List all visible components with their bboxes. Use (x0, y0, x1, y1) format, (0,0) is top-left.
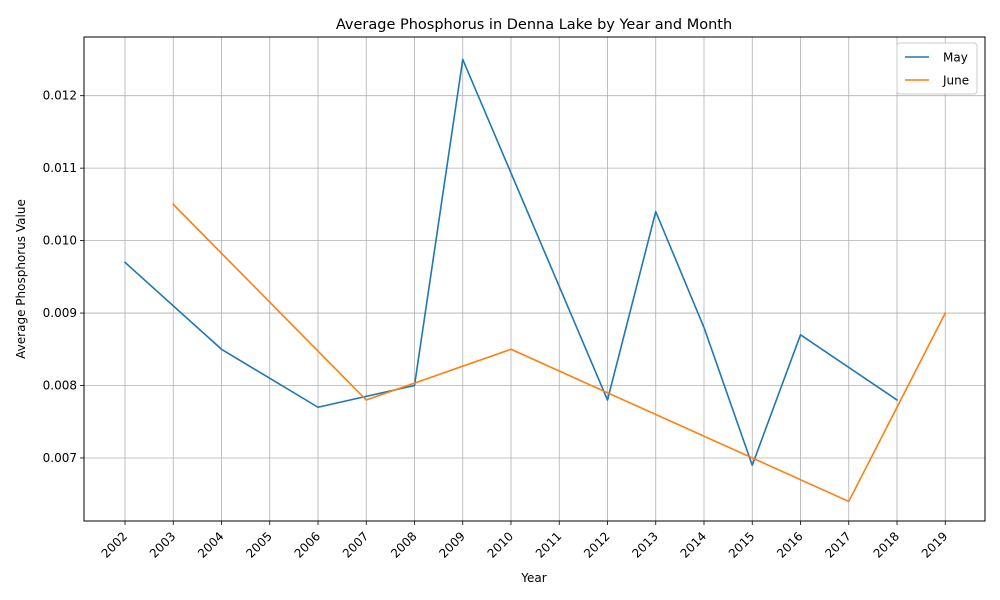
legend-label-june: June (942, 74, 969, 88)
plot-frame (83, 36, 986, 522)
x-axis-title: Year (520, 571, 546, 585)
y-tick-label-0.007: 0.007 (43, 451, 77, 465)
series-lines (123, 58, 947, 503)
legend-box (896, 42, 978, 95)
chart-title: Average Phosphorus in Denna Lake by Year… (336, 17, 732, 33)
series-line-june (172, 203, 947, 503)
y-axis-title: Average Phosphorus Value (14, 199, 28, 359)
y-tick-label-0.012: 0.012 (43, 89, 77, 103)
legend-label-may: May (943, 51, 968, 65)
y-tick-label-0.009: 0.009 (43, 306, 77, 320)
gridlines (84, 37, 985, 521)
legend: May June (896, 42, 978, 95)
series-line-may (123, 58, 899, 467)
y-tick-label-0.010: 0.010 (43, 234, 77, 248)
y-tick-label-0.008: 0.008 (43, 379, 77, 393)
y-tick-label-0.011: 0.011 (43, 161, 77, 175)
